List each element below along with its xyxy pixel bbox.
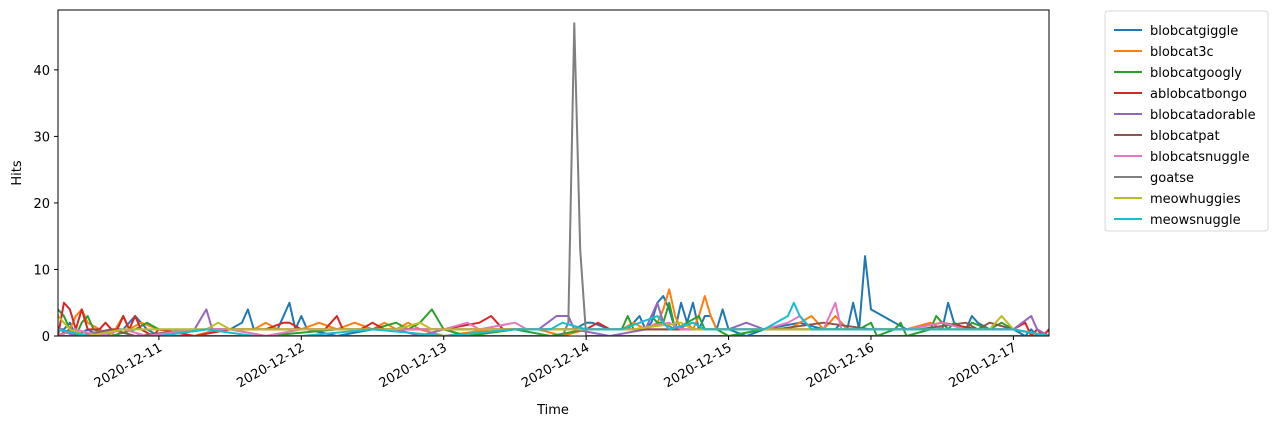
legend-label-blobcatgoogly: blobcatgoogly xyxy=(1150,66,1242,81)
series-line-goatse xyxy=(58,22,1049,336)
y-tick-label: 0 xyxy=(42,330,50,345)
y-tick-label: 30 xyxy=(33,130,50,145)
legend-label-ablobcatbongo: ablobcatbongo xyxy=(1150,87,1247,102)
legend-label-blobcatpat: blobcatpat xyxy=(1150,129,1220,144)
legend: blobcatgiggle blobcat3c blobcatgoogly ablob… xyxy=(1104,10,1269,232)
legend-label-blobcat3c: blobcat3c xyxy=(1150,45,1214,60)
y-tick-label: 20 xyxy=(33,197,50,212)
y-axis: 0 10 20 30 40 xyxy=(33,64,58,345)
y-tick-label: 40 xyxy=(33,64,50,79)
x-axis-title: Time xyxy=(536,403,569,418)
series-line-meowsnuggle xyxy=(58,301,1049,336)
plot-frame xyxy=(57,9,1050,337)
legend-label-meowsnuggle: meowsnuggle xyxy=(1150,213,1241,228)
y-axis-title: Hits xyxy=(10,160,25,185)
legend-label-blobcatsnuggle: blobcatsnuggle xyxy=(1150,150,1250,165)
y-tick-label: 10 xyxy=(33,263,50,278)
legend-label-blobcatgiggle: blobcatgiggle xyxy=(1150,24,1238,39)
legend-label-goatse: goatse xyxy=(1150,171,1194,186)
legend-frame xyxy=(1104,10,1269,232)
legend-label-meowhuggies: meowhuggies xyxy=(1150,192,1241,207)
series-layer xyxy=(58,22,1049,336)
legend-label-blobcatadorable: blobcatadorable xyxy=(1150,108,1256,123)
